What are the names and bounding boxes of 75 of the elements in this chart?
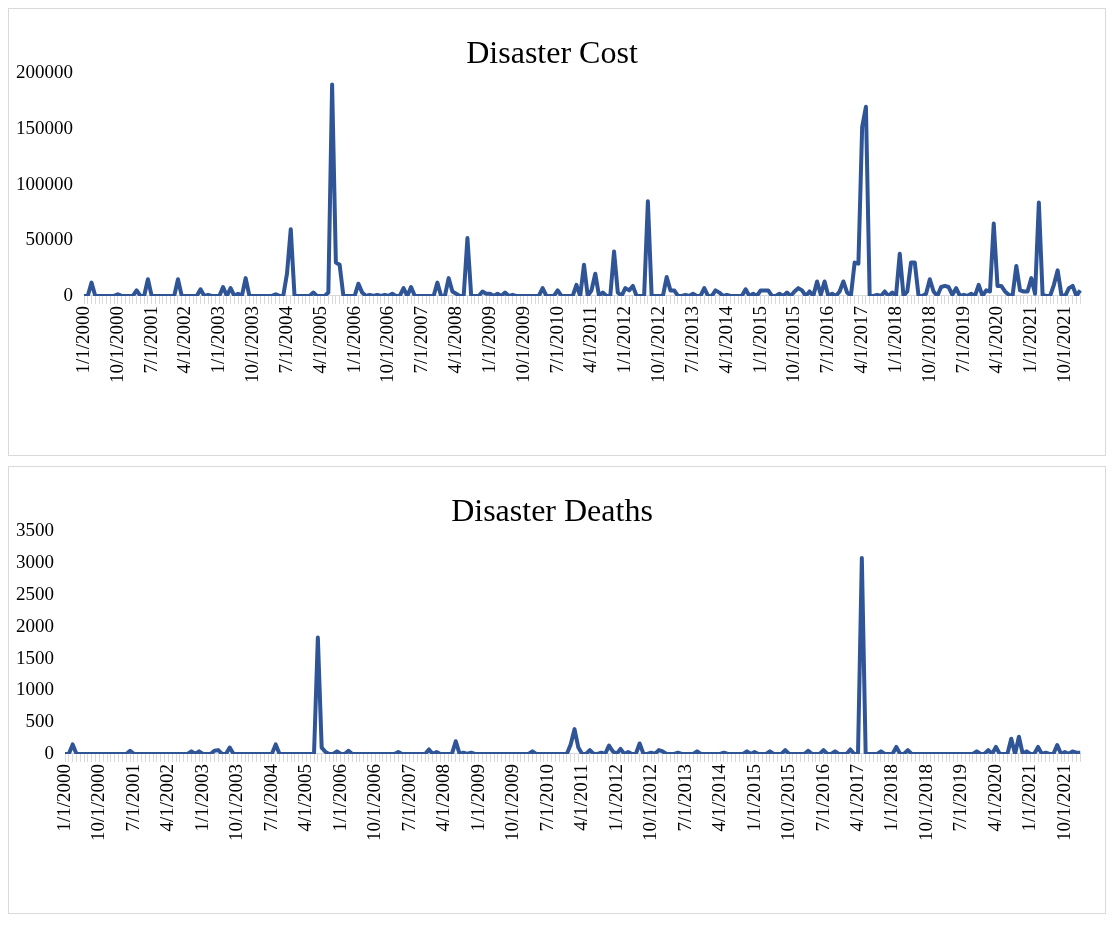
x-tick-label: 7/1/2007	[410, 305, 432, 374]
x-tick-label: 1/1/2015	[748, 305, 770, 374]
x-tick-label: 1/1/2021	[1018, 763, 1040, 832]
y-tick-label: 3000	[16, 551, 54, 573]
x-tick-label: 4/1/2002	[156, 763, 178, 832]
x-tick-label: 7/1/2013	[680, 305, 702, 374]
y-tick-label: 1500	[16, 646, 54, 668]
y-tick-label: 2000	[16, 614, 54, 636]
x-tick-label: 1/1/2003	[190, 763, 212, 832]
x-tick-label: 4/1/2014	[708, 763, 730, 832]
x-tick-label: 7/1/2001	[121, 763, 143, 832]
x-tick-label: 1/1/2015	[742, 763, 764, 832]
y-tick-label: 50000	[25, 228, 73, 250]
x-tick-label: 7/1/2004	[274, 305, 296, 374]
x-tick-label: 1/1/2018	[883, 305, 905, 374]
x-tick-label: 10/1/2012	[647, 305, 669, 383]
x-tick-label: 1/1/2006	[342, 305, 364, 374]
y-tick-label: 3500	[16, 519, 54, 541]
x-tick-label: 4/1/2017	[850, 305, 872, 374]
x-tick-label: 10/1/2018	[914, 763, 936, 841]
x-tick-label: 7/1/2016	[816, 305, 838, 374]
x-tick-label: 1/1/2003	[207, 305, 229, 374]
y-tick-label: 200000	[16, 61, 73, 83]
x-tick-label: 10/1/2006	[376, 305, 398, 383]
x-tick-label: 4/1/2014	[714, 305, 736, 374]
x-tick-label: 4/1/2008	[432, 763, 454, 832]
x-tick-label: 1/1/2009	[466, 763, 488, 832]
x-tick-label: 10/1/2000	[87, 763, 109, 841]
x-tick-label: 7/1/2013	[673, 763, 695, 832]
x-tick-label: 10/1/2003	[241, 305, 263, 383]
x-tick-label: 10/1/2021	[1052, 763, 1074, 841]
x-tick-label: 1/1/2000	[52, 763, 74, 832]
x-tick-label: 4/1/2017	[845, 763, 867, 832]
x-tick-label: 4/1/2005	[308, 305, 330, 374]
x-tick-label: 1/1/2012	[613, 305, 635, 374]
x-tick-label: 4/1/2002	[173, 305, 195, 374]
x-tick-label: 7/1/2010	[535, 763, 557, 832]
x-tick-label: 10/1/2021	[1053, 305, 1075, 383]
x-tick-label: 10/1/2012	[639, 763, 661, 841]
y-tick-label: 500	[25, 710, 54, 732]
x-tick-label: 10/1/2006	[363, 763, 385, 841]
chart-title: Disaster Cost	[466, 33, 638, 70]
x-tick-label: 4/1/2011	[579, 305, 601, 373]
y-tick-label: 150000	[16, 117, 73, 139]
x-tick-label: 10/1/2015	[777, 763, 799, 841]
x-tick-label: 7/1/2007	[397, 763, 419, 832]
x-tick-label: 7/1/2010	[545, 305, 567, 374]
x-tick-label: 7/1/2019	[949, 763, 971, 832]
x-tick-label: 1/1/2000	[71, 305, 93, 374]
x-tick-label: 1/1/2012	[604, 763, 626, 832]
x-tick-label: 4/1/2011	[570, 763, 592, 831]
x-tick-label: 7/1/2001	[139, 305, 161, 374]
x-tick-label: 4/1/2020	[985, 305, 1007, 374]
y-tick-label: 1000	[16, 678, 54, 700]
x-tick-label: 10/1/2009	[511, 305, 533, 383]
x-tick-label: 7/1/2016	[811, 763, 833, 832]
x-tick-label: 7/1/2004	[259, 763, 281, 832]
x-tick-label: 4/1/2005	[294, 763, 316, 832]
y-tick-label: 100000	[16, 172, 73, 194]
x-tick-label: 1/1/2021	[1019, 305, 1041, 374]
x-tick-label: 1/1/2006	[328, 763, 350, 832]
chart-title: Disaster Deaths	[451, 491, 653, 528]
x-tick-label: 4/1/2020	[983, 763, 1005, 832]
x-tick-label: 10/1/2015	[782, 305, 804, 383]
y-tick-label: 0	[63, 283, 73, 305]
x-tick-label: 10/1/2009	[501, 763, 523, 841]
x-tick-label: 1/1/2009	[477, 305, 499, 374]
y-tick-label: 0	[44, 741, 54, 763]
y-tick-label: 2500	[16, 582, 54, 604]
x-tick-label: 4/1/2008	[444, 305, 466, 374]
x-tick-label: 1/1/2018	[880, 763, 902, 832]
x-tick-label: 10/1/2000	[105, 305, 127, 383]
x-tick-label: 7/1/2019	[951, 305, 973, 374]
x-tick-label: 10/1/2018	[917, 305, 939, 383]
x-tick-label: 10/1/2003	[225, 763, 247, 841]
